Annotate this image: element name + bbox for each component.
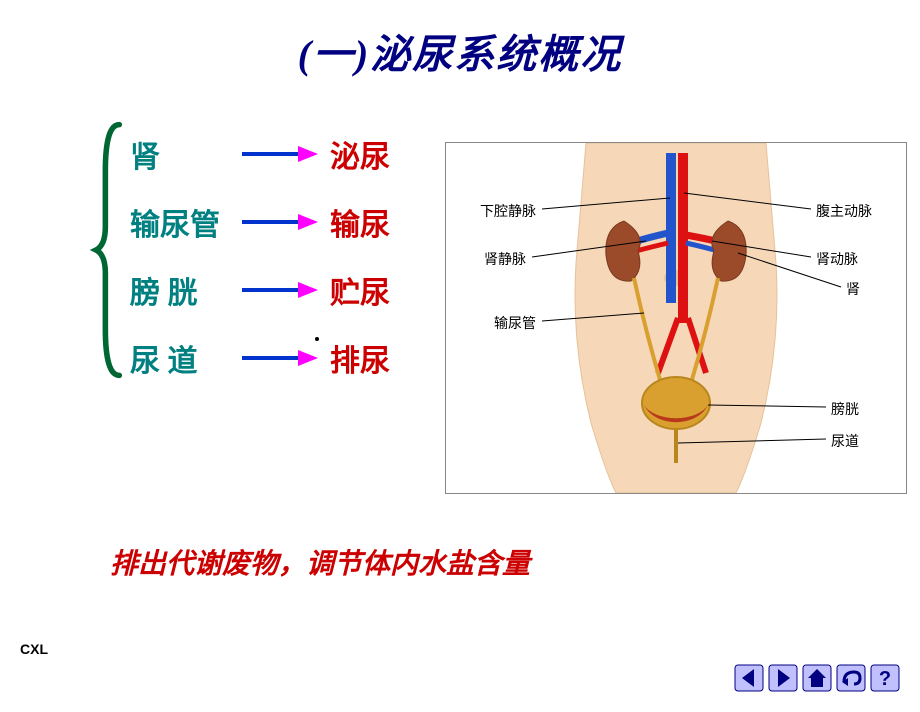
summary-text: 排出代谢废物，调节体内水盐含量 <box>110 542 530 582</box>
arrow-icon <box>240 144 320 164</box>
anatomy-label-renal-vein: 肾静脉 <box>484 249 526 269</box>
anatomy-label-renal-artery: 肾动脉 <box>816 249 858 269</box>
anatomy-label-ureter: 输尿管 <box>494 313 536 333</box>
next-icon[interactable] <box>768 664 798 692</box>
author-label: CXL <box>20 641 48 657</box>
anatomy-label-aorta: 腹主动脉 <box>816 201 872 221</box>
back-icon[interactable] <box>836 664 866 692</box>
organ-label: 膀 胱 <box>130 268 240 312</box>
organ-label: 尿 道 <box>130 336 240 380</box>
anatomy-label-bladder: 膀胱 <box>831 399 859 419</box>
page-title: (一)泌尿系统概况 <box>0 22 920 80</box>
list-row: 输尿管 输尿 <box>130 188 390 256</box>
arrow-icon <box>240 212 320 232</box>
anatomy-diagram: 下腔静脉 肾静脉 输尿管 腹主动脉 肾动脉 肾 膀胱 尿道 <box>445 142 907 494</box>
home-icon[interactable] <box>802 664 832 692</box>
brace-icon <box>90 120 130 380</box>
prev-icon[interactable] <box>734 664 764 692</box>
svg-text:?: ? <box>879 668 891 690</box>
anatomy-label-urethra: 尿道 <box>831 431 859 451</box>
organ-label: 肾 <box>130 132 240 176</box>
function-label: 排尿 <box>330 336 390 380</box>
arrow-icon <box>240 348 320 368</box>
rows-container: 肾 泌尿 输尿管 输尿 膀 胱 <box>130 120 390 392</box>
function-label: 输尿 <box>330 200 390 244</box>
help-icon[interactable]: ? <box>870 664 900 692</box>
anatomy-label-ivc: 下腔静脉 <box>480 201 536 221</box>
nav-buttons: ? <box>734 664 900 692</box>
list-row: 膀 胱 贮尿 <box>130 256 390 324</box>
arrow-icon <box>240 280 320 300</box>
decorative-dot <box>315 337 319 341</box>
function-label: 贮尿 <box>330 268 390 312</box>
organ-label: 输尿管 <box>130 200 240 244</box>
anatomy-label-kidney: 肾 <box>846 279 860 299</box>
function-label: 泌尿 <box>330 132 390 176</box>
list-row: 肾 泌尿 <box>130 120 390 188</box>
list-row: 尿 道 排尿 <box>130 324 390 392</box>
